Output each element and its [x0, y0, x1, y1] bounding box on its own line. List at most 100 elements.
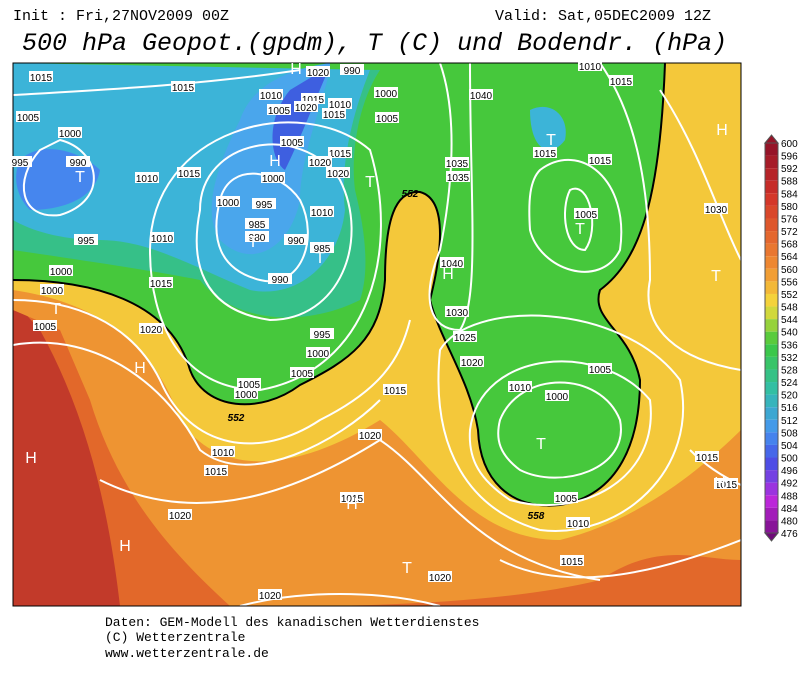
isobar-label: 1020 — [307, 68, 330, 79]
geopotential-label: 558 — [528, 511, 545, 522]
label-bg — [453, 331, 477, 342]
pressure-center: T — [365, 174, 375, 191]
label-bg — [306, 66, 330, 77]
colorbar-label: 488 — [781, 491, 798, 502]
isobar-label: 1015 — [341, 494, 364, 505]
colorbar-swatch — [765, 331, 778, 345]
label-bg — [284, 234, 308, 245]
colorbar-swatch — [765, 243, 778, 257]
colorbar-swatch — [765, 507, 778, 521]
pressure-center: H — [346, 496, 358, 513]
label-bg — [237, 378, 261, 389]
colorbar-swatch — [765, 457, 778, 471]
label-bg — [149, 277, 173, 288]
map-frame — [12, 62, 742, 607]
isobar-label: 990 — [288, 236, 305, 247]
isobar-label: 1000 — [217, 198, 240, 209]
label-bg — [554, 492, 578, 503]
colorbar-swatch — [765, 520, 778, 533]
label-bg — [714, 478, 738, 489]
label-bg — [33, 320, 57, 331]
isobar-label: 1010 — [136, 174, 159, 185]
isobar-label: 1015 — [696, 453, 719, 464]
label-bg — [245, 218, 269, 229]
isobar-label: 990 — [70, 158, 87, 169]
colorbar-swatch — [765, 193, 778, 206]
label-bg — [58, 127, 82, 138]
colorbar-label: 592 — [781, 164, 798, 175]
isobar-label: 1035 — [446, 159, 469, 170]
isobar-label: 1020 — [327, 169, 350, 180]
label-bg — [446, 171, 470, 182]
pressure-center: T — [546, 132, 556, 149]
label-bg — [374, 87, 398, 98]
isobar-label: 1015 — [589, 156, 612, 167]
label-bg — [301, 93, 325, 104]
isobar-label: 1010 — [260, 91, 283, 102]
isobar-label: 1040 — [470, 91, 493, 102]
colorbar-label: 576 — [781, 214, 798, 225]
isobar-label: 1020 — [169, 511, 192, 522]
colorbar-swatch — [765, 444, 778, 458]
colorbar-swatch — [765, 218, 778, 232]
isobar-label: 990 — [272, 275, 289, 286]
isobar-label: 1020 — [140, 325, 163, 336]
label-bg — [588, 154, 612, 165]
label-bg — [358, 429, 382, 440]
pressure-center: H — [714, 475, 726, 492]
isobar-label: 1015 — [610, 77, 633, 88]
label-bg — [258, 589, 282, 600]
colorbar-label: 564 — [781, 252, 798, 263]
geopotential-label: 552 — [228, 413, 245, 424]
isobar-label: 1040 — [441, 259, 464, 270]
label-bg — [310, 206, 334, 217]
isobar-label: 1005 — [589, 365, 612, 376]
label-bg — [578, 60, 602, 71]
isobar-label: 1015 — [534, 149, 557, 160]
label-bg — [306, 347, 330, 358]
isobar-label: 1005 — [281, 138, 304, 149]
label-bg — [252, 198, 276, 209]
label-bg — [16, 111, 40, 122]
label-bg — [428, 571, 452, 582]
isobar-label: 1000 — [59, 129, 82, 140]
isobar-label: 1015 — [150, 279, 173, 290]
colorbar-swatch — [765, 369, 778, 383]
isobar-label: 1005 — [17, 113, 40, 124]
label-bg — [533, 147, 557, 158]
isobar-label: 1030 — [446, 308, 469, 319]
colorbar-swatch — [765, 482, 778, 496]
map-title: 500 hPa Geopot.(gpdm), T (C) und Bodendr… — [22, 29, 727, 58]
colorbar-label: 532 — [781, 353, 798, 364]
label-bg — [508, 381, 532, 392]
isobar-label: 1020 — [295, 103, 318, 114]
isobar-label: 1020 — [461, 358, 484, 369]
pressure-center: H — [716, 122, 728, 139]
colorbar-label: 584 — [781, 189, 798, 200]
isobar-label: 985 — [249, 220, 266, 231]
label-bg — [177, 167, 201, 178]
isobar-label: 1000 — [262, 174, 285, 185]
footer-copyright: (C) Wetterzentrale — [105, 630, 245, 645]
label-bg — [560, 555, 584, 566]
isobar-label: 1005 — [34, 322, 57, 333]
label-bg — [40, 284, 64, 295]
colorbar-label: 572 — [781, 227, 798, 238]
isobar-label: 1015 — [323, 110, 346, 121]
label-bg — [245, 231, 269, 242]
isobar-label: 1015 — [329, 149, 352, 160]
isobar-label: 1005 — [268, 106, 291, 117]
label-bg — [308, 156, 332, 167]
label-bg — [588, 363, 612, 374]
colorbar-label: 504 — [781, 441, 798, 452]
colorbar-label: 596 — [781, 152, 798, 163]
label-bg — [328, 147, 352, 158]
isobar-label: 1010 — [509, 383, 532, 394]
colorbar-label: 588 — [781, 177, 798, 188]
footer-url: www.wetterzentrale.de — [105, 646, 269, 661]
label-bg — [261, 172, 285, 183]
label-bg — [340, 64, 364, 75]
colorbar-label: 552 — [781, 290, 798, 301]
colorbar-swatch — [765, 407, 778, 420]
label-bg — [66, 156, 90, 167]
